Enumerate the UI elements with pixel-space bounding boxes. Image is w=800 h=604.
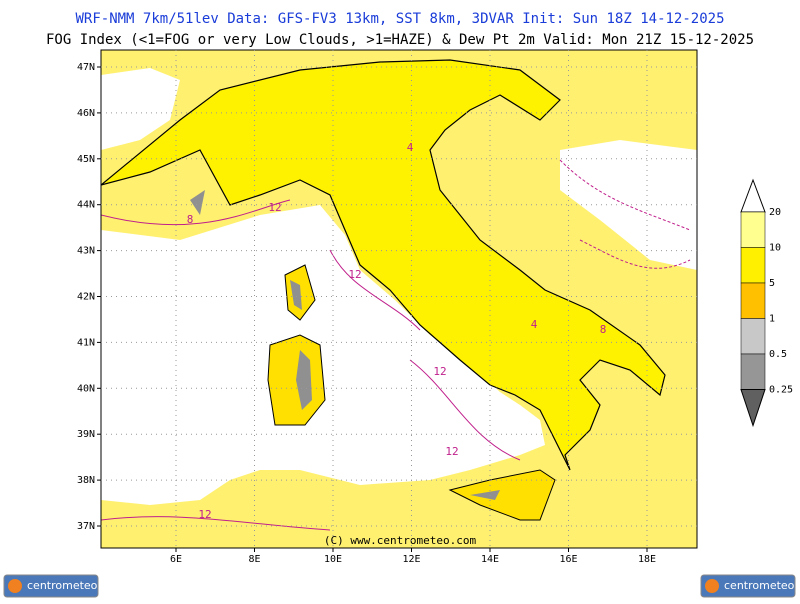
contour-label: 8 — [187, 213, 194, 226]
italy — [101, 59, 666, 471]
dewpoint-contour — [559, 159, 691, 269]
lon-label: 16E — [559, 554, 577, 565]
legend-label: 10 — [769, 243, 781, 254]
lat-label: 37N — [77, 521, 95, 532]
map-area — [101, 50, 697, 548]
sicily — [448, 469, 556, 521]
legend-swatch — [740, 247, 766, 284]
legend-swatch — [740, 318, 766, 355]
lat-label: 47N — [77, 62, 95, 73]
legend-label: 1 — [769, 314, 775, 325]
sea-clear — [560, 140, 697, 270]
logo-text: centrometeo — [724, 579, 795, 592]
contour-label: 4 — [407, 141, 414, 154]
lat-label: 44N — [77, 200, 95, 211]
lon-label: 14E — [481, 554, 499, 565]
lat-label: 45N — [77, 154, 95, 165]
subtitle: FOG Index (<1=FOG or very Low Clouds, >1… — [46, 32, 754, 48]
sea-clear — [101, 205, 545, 505]
logo-icon — [705, 579, 719, 593]
contour-label: 8 — [600, 323, 607, 336]
legend-arrow-bottom — [740, 389, 766, 428]
lat-label: 42N — [77, 292, 95, 303]
dewpoint-contour — [101, 199, 521, 531]
legend-label: 20 — [769, 207, 781, 218]
logo-text: centrometeo — [27, 579, 98, 592]
lat-label: 43N — [77, 246, 95, 257]
lon-label: 18E — [638, 554, 656, 565]
contour-label: 12 — [433, 365, 446, 378]
logo-box — [3, 574, 99, 598]
lon-label: 6E — [170, 554, 182, 565]
logo: centrometeo — [700, 574, 796, 598]
legend-arrow-top — [740, 178, 766, 213]
lat-label: 40N — [77, 383, 95, 394]
logo: centrometeo — [3, 574, 99, 598]
title: WRF-NMM 7km/51lev Data: GFS-FV3 13km, SS… — [75, 11, 724, 27]
lat-label: 41N — [77, 337, 95, 348]
map-frame — [100, 49, 698, 549]
lat-label: 46N — [77, 108, 95, 119]
legend-label: 0.25 — [769, 385, 793, 396]
legend-swatch — [740, 282, 766, 319]
contour-label: 12 — [198, 508, 211, 521]
copyright: (C) www.centrometeo.com — [324, 534, 477, 547]
contour-label: 12 — [268, 201, 281, 214]
legend-swatch — [740, 353, 766, 390]
contour-label: 4 — [531, 318, 538, 331]
legend-swatch — [740, 211, 766, 248]
lon-label: 12E — [402, 554, 420, 565]
lat-label: 38N — [77, 475, 95, 486]
legend-label: 0.5 — [769, 349, 787, 360]
sea-clear — [101, 68, 180, 150]
contour-label: 12 — [445, 445, 458, 458]
legend: 20 10 5 1 0.5 0.25 — [740, 178, 793, 428]
logo-box — [700, 574, 796, 598]
lon-label: 8E — [248, 554, 260, 565]
legend-label: 5 — [769, 278, 775, 289]
lat-label: 39N — [77, 429, 95, 440]
contour-label: 12 — [348, 268, 361, 281]
lon-label: 10E — [324, 554, 342, 565]
logo-icon — [8, 579, 22, 593]
